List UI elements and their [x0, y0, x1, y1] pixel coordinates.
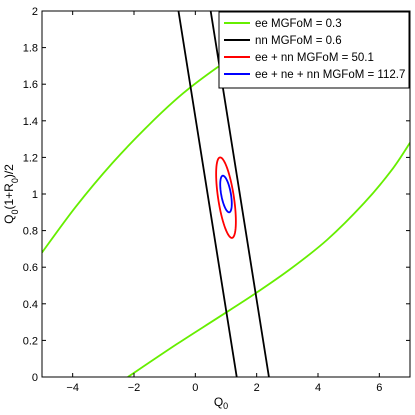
- legend: ee MGFoM = 0.3 nn MGFoM = 0.6 ee + nn MGFo…: [218, 11, 410, 89]
- legend-box: [218, 11, 410, 89]
- y-tick-label: 2: [32, 6, 38, 18]
- x-tick-label: 2: [254, 382, 260, 394]
- series-ee-ne-nn-mgfom-112-7: [219, 174, 233, 214]
- legend-entry: ee MGFoM = 0.3: [255, 18, 342, 30]
- series-line: [177, 11, 238, 377]
- series-contour: [215, 156, 237, 239]
- legend-entry: nn MGFoM = 0.6: [255, 35, 342, 47]
- series-ee-nn-mgfom-50-1: [215, 156, 237, 239]
- y-tick-label: 1.6: [23, 79, 38, 91]
- y-tick-label: 0.4: [23, 299, 38, 311]
- x-tick-label: 4: [315, 382, 321, 394]
- y-tick-label: 0: [32, 372, 38, 384]
- x-tick-label: 0: [192, 382, 198, 394]
- y-tick-label: 1: [32, 189, 38, 201]
- y-axis: 0 0.2 0.4 0.6 0.8 1 1.2 1.4 1.6 1.8 2: [23, 6, 410, 384]
- y-tick-label: 1.4: [23, 116, 38, 128]
- legend-entry: ee + nn MGFoM = 50.1: [255, 52, 374, 64]
- x-axis-label: Q0: [214, 395, 228, 411]
- y-tick-label: 0.2: [23, 335, 38, 347]
- legend-entry: ee + ne + nn MGFoM = 112.7: [255, 69, 405, 81]
- series-line: [127, 142, 410, 377]
- series-line: [42, 57, 233, 254]
- series-contour: [219, 174, 233, 214]
- series-ee-mgfom-0-3: [42, 57, 410, 377]
- y-tick-label: 1.8: [23, 43, 38, 55]
- y-tick-label: 1.2: [23, 152, 38, 164]
- y-axis-label: Q0(1+R0)/2: [2, 164, 20, 224]
- x-tick-label: 6: [376, 382, 382, 394]
- y-tick-label: 0.8: [23, 226, 38, 238]
- y-tick-label: 0.6: [23, 262, 38, 274]
- x-tick-label: −4: [66, 382, 79, 394]
- x-tick-label: −2: [128, 382, 141, 394]
